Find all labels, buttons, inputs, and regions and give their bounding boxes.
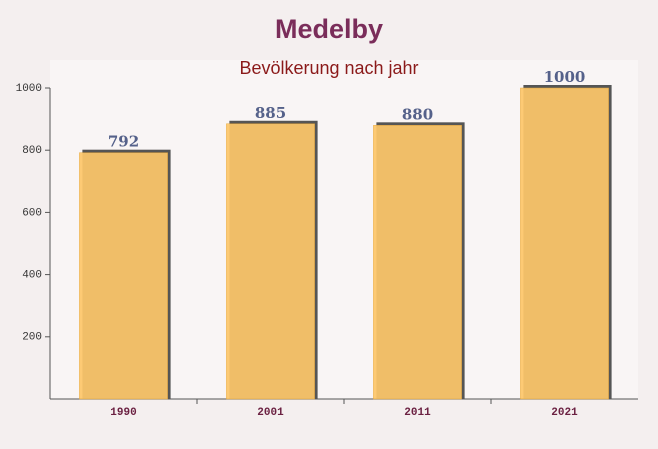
- y-tick-label: 600: [22, 207, 42, 219]
- bar: [226, 123, 315, 400]
- bar: [79, 152, 168, 400]
- bar: [373, 125, 462, 400]
- y-tick-label: 200: [22, 332, 42, 344]
- x-tick-label: 2011: [404, 407, 431, 419]
- value-label: 880: [402, 105, 433, 123]
- x-tick-label: 2021: [551, 407, 578, 419]
- value-label: 1000: [544, 68, 586, 86]
- y-tick-label: 800: [22, 145, 42, 157]
- chart-title: Medelby: [275, 14, 383, 44]
- x-tick-label: 2001: [257, 407, 284, 419]
- chart-subtitle: Bevölkerung nach jahr: [239, 58, 418, 78]
- value-label: 885: [255, 104, 286, 122]
- x-tick-label: 1990: [110, 407, 136, 419]
- bar: [520, 87, 609, 400]
- y-tick-label: 1000: [16, 83, 42, 95]
- value-label: 792: [108, 133, 139, 151]
- y-tick-label: 400: [22, 270, 42, 282]
